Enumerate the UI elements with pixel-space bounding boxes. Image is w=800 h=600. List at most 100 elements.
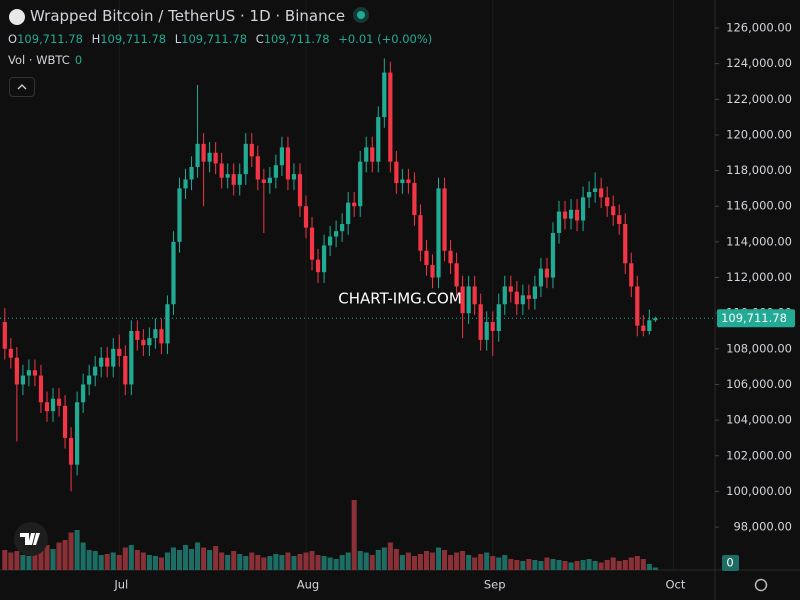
volume-bar: [116, 555, 122, 570]
volume-bar: [466, 555, 472, 570]
candle-body: [321, 245, 327, 273]
volume-bar: [255, 555, 261, 570]
volume-bar: [538, 561, 544, 570]
candle-body: [207, 152, 212, 162]
candle-body: [599, 188, 604, 198]
y-tick-label: 104,000.00: [726, 413, 792, 427]
candle-body: [273, 165, 278, 178]
volume-bar: [526, 559, 532, 570]
candle-body: [201, 143, 206, 162]
volume-bar: [574, 561, 580, 570]
volume-bar: [32, 552, 38, 570]
candle-body: [502, 286, 507, 305]
volume-bar: [170, 547, 177, 570]
volume-bar: [327, 557, 333, 570]
volume-bar: [20, 555, 26, 570]
candle-body: [466, 286, 471, 314]
volume-bar: [68, 532, 74, 570]
y-tick-label: 126,000.00: [726, 20, 792, 34]
candle-body: [219, 163, 224, 178]
volume-bar: [514, 560, 520, 570]
x-tick-label: Aug: [297, 578, 319, 592]
candle-body: [556, 211, 562, 233]
y-tick-label: 120,000.00: [726, 127, 792, 141]
candle-body: [376, 117, 381, 162]
candle-body: [255, 156, 260, 180]
candle-body: [364, 147, 369, 162]
volume-bar: [387, 542, 393, 570]
candle-body: [315, 259, 321, 273]
candle-body: [68, 437, 74, 465]
volume-bar: [297, 554, 303, 570]
volume-bar: [333, 559, 339, 570]
y-tick-label: 116,000.00: [726, 199, 792, 213]
candle-body: [352, 202, 357, 207]
candle-body: [580, 197, 586, 221]
legend-key: L: [174, 32, 182, 46]
candle-body: [44, 402, 50, 412]
volume-bar: [496, 557, 502, 570]
candle-body: [279, 147, 285, 166]
volume-bar: [616, 561, 622, 570]
volume-bar: [411, 556, 417, 570]
volume-bar: [405, 552, 411, 570]
volume-bar: [225, 555, 231, 570]
legend-value: 109,711.78: [100, 32, 167, 46]
candle-body: [550, 232, 556, 278]
volume-bar: [267, 556, 273, 570]
legend-value: 109,711.78: [17, 32, 83, 46]
candle-body: [105, 357, 110, 367]
candle-body: [237, 174, 242, 185]
volume-bar: [207, 550, 213, 570]
candle-body: [611, 206, 616, 216]
volume-bar: [50, 549, 56, 570]
volume-bar: [104, 554, 110, 570]
candle-body: [388, 72, 393, 162]
candle-body: [153, 329, 158, 339]
volume-bar: [279, 555, 285, 570]
volume-bar: [146, 555, 152, 570]
candle-body: [629, 263, 634, 287]
candle-body: [448, 250, 453, 264]
volume-bar: [562, 561, 568, 570]
y-tick-label: 122,000.00: [726, 92, 792, 106]
volume-bar: [622, 560, 628, 570]
volume-bar: [550, 559, 556, 570]
candle-body: [496, 304, 501, 331]
candle-body: [436, 188, 441, 278]
candle-body: [617, 215, 622, 225]
volume-bar: [44, 545, 50, 570]
candle-body: [635, 286, 640, 326]
candle-body: [442, 188, 447, 251]
y-tick-label: 112,000.00: [726, 270, 792, 284]
y-tick-label: 98,000.00: [733, 520, 792, 534]
volume-bar: [363, 552, 369, 570]
candle-body: [358, 161, 363, 207]
volume-bar: [38, 547, 44, 570]
volume-bar: [56, 542, 62, 570]
candle-body: [653, 318, 658, 321]
volume-bar: [604, 560, 610, 570]
candle-body: [195, 143, 200, 168]
volume-bar: [435, 547, 442, 570]
volume-bar: [628, 557, 634, 570]
collapse-button[interactable]: [9, 77, 35, 97]
candle-body: [605, 197, 610, 207]
volume-bar: [586, 559, 592, 570]
volume-bar: [14, 551, 20, 570]
volume-bar: [273, 554, 279, 570]
volume-bar: [62, 540, 68, 570]
volume-bar: [237, 554, 243, 570]
y-tick-label: 118,000.00: [726, 163, 792, 177]
volume-bar: [472, 557, 478, 570]
volume-bar: [520, 561, 526, 570]
candle-body: [394, 161, 399, 184]
volume-bar: [345, 552, 351, 570]
candle-body: [135, 330, 140, 340]
candle-body: [562, 211, 568, 219]
volume-bar: [381, 547, 387, 570]
candle-body: [400, 179, 405, 184]
volume-bar: [423, 551, 429, 570]
volume-bar: [134, 550, 140, 570]
watermark: CHART-IMG.COM: [338, 290, 462, 308]
